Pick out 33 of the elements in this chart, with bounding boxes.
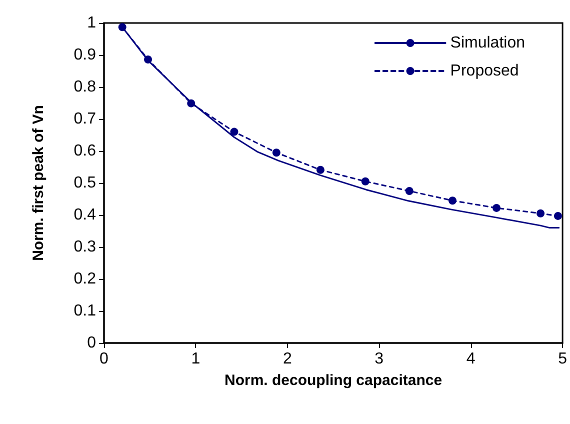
x-tick-label: 3 [374,350,384,368]
point [187,99,196,108]
y-tick-label: 0.1 [74,302,96,320]
point [554,212,562,220]
point [230,128,238,136]
y-tick-label: 0.9 [74,46,96,64]
point [118,23,126,32]
y-tick-label: 0.8 [74,78,96,96]
y-tick-label: 0.5 [74,174,96,192]
y-tick-label: 0.4 [74,206,96,224]
x-tick-label: 1 [191,350,200,368]
point [272,148,280,157]
point [361,177,370,186]
point [536,209,545,218]
legend-label: Simulation [450,34,525,52]
x-tick-label: 5 [558,350,568,368]
point [492,204,501,212]
y-tick-label: 0 [87,334,96,352]
legend-label: Proposed [450,62,519,80]
point [316,166,324,174]
x-tick-label: 0 [100,350,109,368]
point [405,187,414,195]
y-tick-label: 1 [87,14,96,32]
y-axis-title: Norm. first peak of Vn [30,105,47,261]
x-tick-label: 4 [466,350,476,368]
x-tick-label: 2 [282,350,292,368]
point [448,196,456,205]
y-tick-label: 0.7 [74,110,96,128]
point [144,55,152,64]
y-tick-label: 0.6 [74,142,96,160]
x-axis-title: Norm. decoupling capacitance [224,372,442,389]
y-tick-label: 0.2 [74,270,96,288]
y-tick-label: 0.3 [74,238,96,256]
